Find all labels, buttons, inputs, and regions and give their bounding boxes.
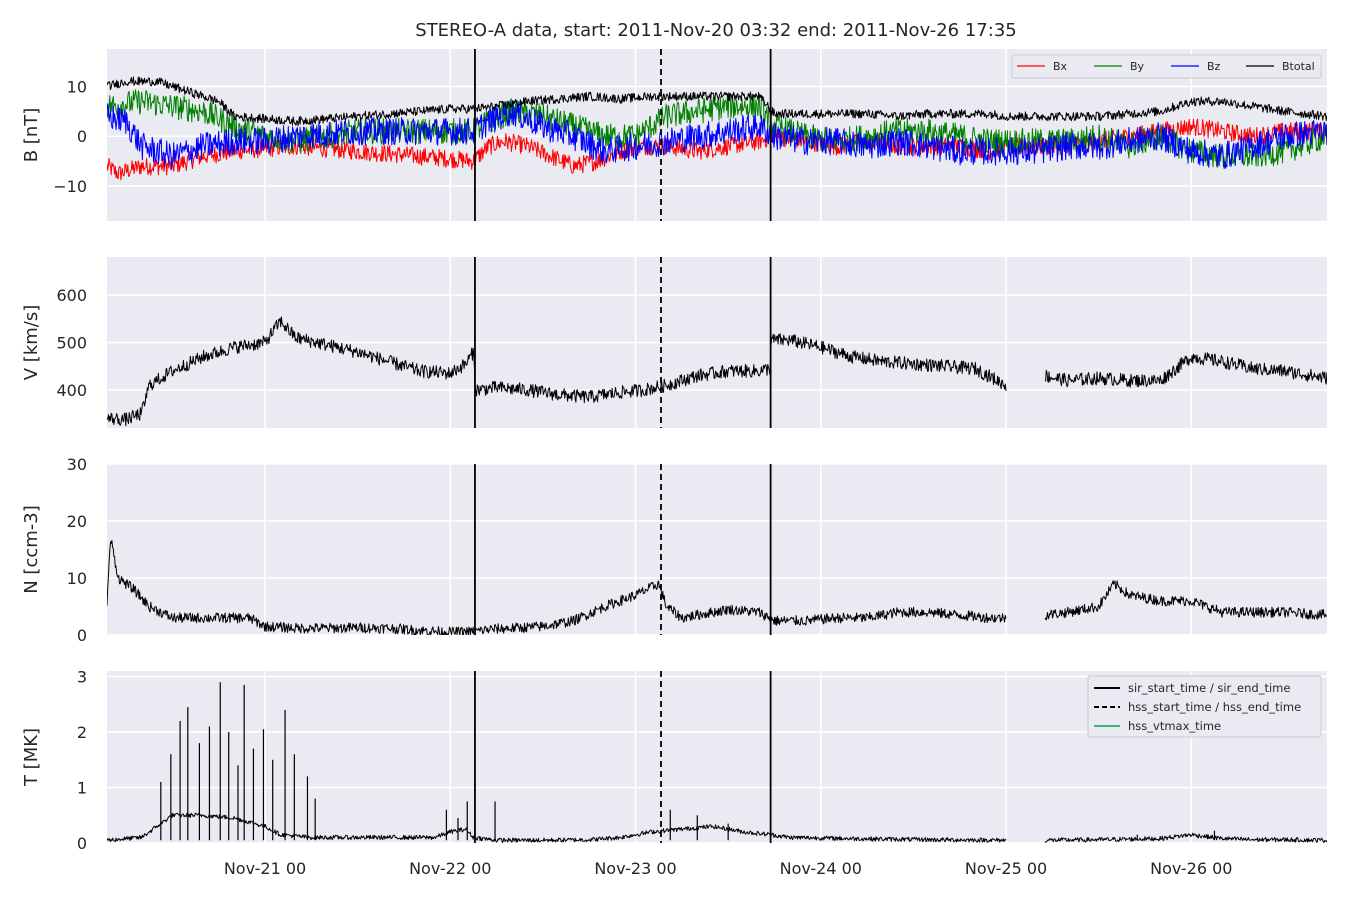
- field-legend: Bx By Bz Btotal: [1011, 54, 1322, 79]
- legend-label: Bz: [1207, 60, 1221, 73]
- y-tick-label: 3: [77, 668, 87, 687]
- legend-label: sir_start_time / sir_end_time: [1128, 681, 1290, 695]
- x-tick-label: Nov-21 00: [224, 859, 306, 878]
- panel-V: 400 500 600 V [km/s]: [21, 257, 1327, 428]
- series-t-line: [107, 812, 1327, 843]
- panel-B: −10 0 10 B [nT] Bx By Bz Btotal: [21, 49, 1327, 221]
- y-tick-label: 20: [67, 512, 87, 531]
- series-v-line: [107, 316, 1327, 427]
- y-tick-label: 500: [56, 334, 87, 353]
- legend-label: Btotal: [1282, 60, 1315, 73]
- x-tick-label: Nov-24 00: [780, 859, 862, 878]
- y-tick-label: 10: [67, 77, 87, 96]
- y-axis-label: T [MK]: [21, 728, 42, 787]
- event-legend: sir_start_time / sir_end_time hss_start_t…: [1087, 675, 1322, 738]
- panel-T: 0 1 2 3 T [MK] Nov-21 00 Nov-22 00 Nov-23 00 Nov…: [21, 668, 1327, 878]
- x-tick-label: Nov-23 00: [594, 859, 676, 878]
- y-tick-label: 0: [77, 127, 87, 146]
- data-layer: [107, 316, 1327, 427]
- legend-label: hss_vtmax_time: [1128, 719, 1221, 733]
- y-tick-label: 0: [77, 834, 87, 853]
- x-tick-label: Nov-25 00: [965, 859, 1047, 878]
- y-tick-label: 400: [56, 381, 87, 400]
- y-axis-label: N [ccm-3]: [21, 505, 42, 594]
- x-tick-label: Nov-22 00: [409, 859, 491, 878]
- chart-title: STEREO-A data, start: 2011-Nov-20 03:32 …: [415, 20, 1016, 41]
- y-tick-label: −10: [53, 177, 87, 196]
- series-btotal-line: [107, 76, 1327, 127]
- y-axis-label: B [nT]: [21, 108, 42, 163]
- y-tick-label: 10: [67, 569, 87, 588]
- series-n-line: [107, 540, 1327, 635]
- panel-N: 0 10 20 30 N [ccm-3]: [21, 455, 1327, 645]
- x-tick-label: Nov-26 00: [1150, 859, 1232, 878]
- y-tick-label: 1: [77, 779, 87, 798]
- panel-background: [107, 464, 1327, 635]
- y-tick-label: 2: [77, 723, 87, 742]
- legend-label: By: [1130, 60, 1145, 73]
- y-axis-label: V [km/s]: [21, 305, 42, 380]
- y-tick-label: 30: [67, 455, 87, 474]
- series-bz-line: [107, 99, 1327, 170]
- legend-label: hss_start_time / hss_end_time: [1128, 700, 1301, 714]
- y-tick-label: 600: [56, 286, 87, 305]
- y-tick-label: 0: [77, 626, 87, 645]
- data-layer: [107, 540, 1327, 635]
- data-layer: [107, 682, 1327, 843]
- legend-label: Bx: [1053, 60, 1068, 73]
- data-layer: [107, 76, 1327, 181]
